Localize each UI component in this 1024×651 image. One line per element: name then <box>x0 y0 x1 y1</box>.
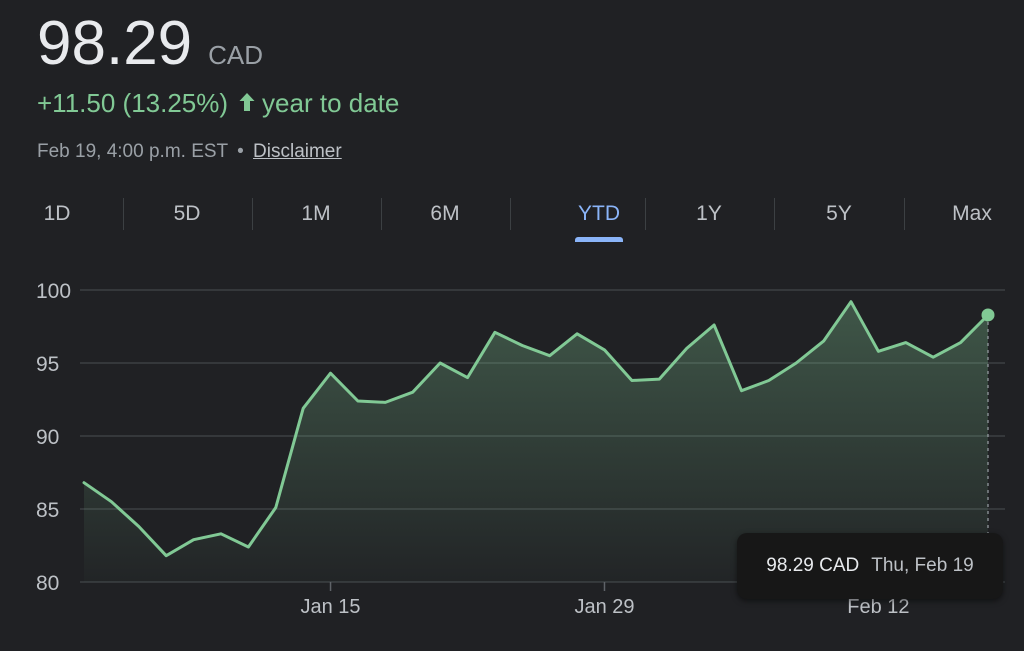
chart-tooltip: 98.29 CAD Thu, Feb 19 <box>737 533 1003 599</box>
tab-5d[interactable]: 5D <box>152 190 222 238</box>
tab-divider <box>510 198 511 230</box>
y-tick-label: 100 <box>36 280 71 303</box>
tab-6m[interactable]: 6M <box>410 190 480 238</box>
tab-divider <box>252 198 253 230</box>
tab-1m[interactable]: 1M <box>281 190 351 238</box>
tab-divider <box>904 198 905 230</box>
tab-label: 1M <box>301 202 331 225</box>
change-period: year to date <box>262 88 400 118</box>
x-tick-label: Jan 15 <box>301 596 361 618</box>
tab-1d[interactable]: 1D <box>22 190 92 238</box>
tab-divider <box>123 198 124 230</box>
currency-label: CAD <box>208 40 264 70</box>
tab-divider <box>645 198 646 230</box>
tab-5y[interactable]: 5Y <box>804 190 874 238</box>
tab-divider <box>381 198 382 230</box>
tab-label: 5D <box>173 202 201 225</box>
tab-label: Max <box>952 202 992 225</box>
disclaimer-link[interactable]: Disclaimer <box>253 141 342 162</box>
price-row: 98.29 CAD <box>37 8 263 79</box>
tab-label: 1Y <box>696 202 722 225</box>
price-change-row: +11.50 (13.25%) year to date <box>37 88 399 119</box>
tab-ytd[interactable]: YTD <box>563 190 635 242</box>
y-tick-label: 85 <box>36 499 59 522</box>
tab-label: 1D <box>43 202 71 225</box>
tab-label: 5Y <box>826 202 852 225</box>
y-tick-label: 90 <box>36 426 59 449</box>
latest-point <box>981 308 995 322</box>
quote-timestamp: Feb 19, 4:00 p.m. EST <box>37 141 228 162</box>
tooltip-date: Thu, Feb 19 <box>871 555 974 576</box>
tab-max[interactable]: Max <box>934 190 1010 238</box>
y-tick-label: 80 <box>36 572 59 595</box>
price-line <box>82 300 990 558</box>
tab-divider <box>774 198 775 230</box>
x-tick-label: Feb 12 <box>847 596 909 618</box>
area-fill <box>84 301 988 582</box>
meta-separator: • <box>237 141 244 162</box>
price-chart[interactable]: 100 95 90 85 80 Jan 15 Jan 29 Feb 12 <box>0 250 1024 630</box>
arrow-up-icon <box>238 88 256 119</box>
active-tab-indicator <box>575 237 623 242</box>
current-price: 98.29 <box>37 9 193 78</box>
x-tick-label: Jan 29 <box>574 596 634 618</box>
tooltip-value: 98.29 CAD <box>766 555 860 576</box>
y-tick-label: 95 <box>36 353 59 376</box>
range-tabs: 1D 5D 1M 6M YTD 1Y 5Y Max <box>0 190 1024 242</box>
tab-1y[interactable]: 1Y <box>674 190 744 238</box>
tab-label: 6M <box>430 202 460 225</box>
quote-meta: Feb 19, 4:00 p.m. EST • Disclaimer <box>37 141 342 163</box>
tab-label: YTD <box>578 202 620 225</box>
price-change: +11.50 (13.25%) <box>37 88 229 118</box>
